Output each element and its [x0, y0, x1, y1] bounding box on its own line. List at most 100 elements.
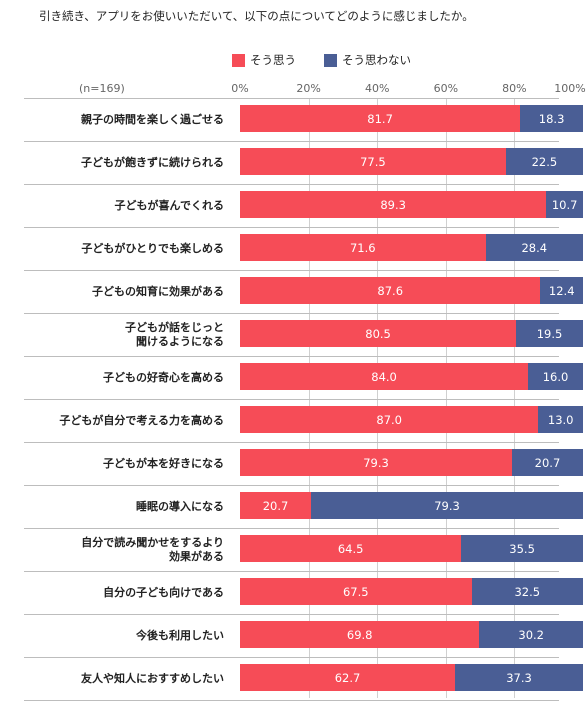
legend-label-agree: そう思う — [250, 53, 296, 67]
category-label: 友人や知人におすすめしたい — [81, 671, 224, 685]
bar-row: 子どもが話をじっと 聞けるようになる 80.5 19.5 — [24, 313, 583, 356]
bar-row: 自分で読み聞かせをするより 効果がある 64.5 35.5 — [24, 528, 583, 571]
data-label: 69.8 — [346, 627, 373, 642]
row-divider — [24, 399, 559, 400]
row-divider — [24, 485, 559, 486]
bar-segment-agree: 62.7 — [240, 664, 456, 691]
bar-segment-agree: 79.3 — [240, 449, 512, 476]
row-divider — [24, 184, 559, 185]
category-label: 親子の時間を楽しく過ごせる — [81, 112, 224, 126]
sample-size-label: (n=169) — [79, 82, 125, 95]
category-label: 子どもが話をじっと 聞けるようになる — [125, 320, 224, 348]
bar-row: 子どもが飽きずに続けられる 77.5 22.5 — [24, 141, 583, 184]
data-label: 37.3 — [506, 670, 532, 685]
bar-segment-agree: 80.5 — [240, 320, 517, 347]
legend: そう思う そう思わない — [232, 52, 411, 68]
data-label: 30.2 — [518, 627, 544, 642]
bar-segment-agree: 64.5 — [240, 535, 462, 562]
bar-segment-agree: 71.6 — [240, 234, 486, 261]
bar-segment-disagree: 13.0 — [538, 406, 583, 433]
bar-segment-disagree: 30.2 — [479, 621, 583, 648]
bar-row: 睡眠の導入になる 20.7 79.3 — [24, 485, 583, 528]
bar-segment-disagree: 35.5 — [461, 535, 583, 562]
category-label: 子どもの好奇心を高める — [103, 370, 224, 384]
plot-area: 親子の時間を楽しく過ごせる 81.7 18.3 子どもが飽きずに続けられる 77.5 22… — [24, 98, 583, 701]
row-divider — [24, 227, 559, 228]
gridline — [308, 98, 310, 698]
category-label: 睡眠の導入になる — [136, 499, 224, 513]
data-label: 80.5 — [365, 326, 391, 341]
data-label: 32.5 — [514, 584, 541, 599]
data-label: 87.0 — [376, 412, 402, 427]
legend-item-disagree: そう思わない — [324, 52, 411, 68]
legend-label-disagree: そう思わない — [342, 53, 411, 67]
data-label: 77.5 — [360, 154, 386, 169]
row-divider — [24, 98, 559, 99]
bar-segment-disagree: 19.5 — [516, 320, 583, 347]
data-label: 18.3 — [538, 111, 565, 126]
data-label: 13.0 — [547, 412, 574, 427]
data-label: 10.7 — [551, 197, 578, 212]
bar-segment-disagree: 10.7 — [546, 191, 583, 218]
data-label: 20.7 — [262, 498, 289, 513]
gridline — [514, 98, 516, 698]
chart-title: 引き続き、アプリをお使いいただいて、以下の点についてどのように感じましたか。 — [39, 9, 474, 23]
bar-row: 自分の子ども向けである 67.5 32.5 — [24, 571, 583, 614]
row-divider — [24, 657, 559, 658]
category-label: 子どもが飽きずに続けられる — [81, 155, 224, 169]
data-label: 12.4 — [548, 283, 575, 298]
legend-swatch-disagree — [324, 53, 337, 67]
category-label: 自分の子ども向けである — [103, 585, 224, 599]
bar-row: 子どもの知育に効果がある 87.6 12.4 — [24, 270, 583, 313]
data-label: 79.3 — [363, 455, 389, 470]
bar-segment-disagree: 28.4 — [485, 234, 583, 261]
bar-row: 子どもが喜んでくれる 89.3 10.7 — [24, 184, 583, 227]
bar-segment-disagree: 18.3 — [520, 105, 583, 132]
bar-segment-agree: 87.6 — [240, 277, 541, 304]
bar-segment-disagree: 79.3 — [311, 492, 583, 519]
bar-segment-agree: 67.5 — [240, 578, 472, 605]
x-tick-label: 100% — [554, 82, 586, 95]
bar-segment-agree: 81.7 — [240, 105, 521, 132]
data-label: 71.6 — [349, 240, 376, 255]
x-tick-label: 60% — [433, 82, 459, 95]
data-label: 89.3 — [380, 197, 406, 212]
bar-row: 子どもがひとりでも楽しめる 71.6 28.4 — [24, 227, 583, 270]
bar-segment-disagree: 20.7 — [511, 449, 583, 476]
data-label: 67.5 — [342, 584, 369, 599]
gridline — [377, 98, 379, 698]
data-label: 22.5 — [531, 154, 558, 169]
data-label: 64.5 — [337, 541, 364, 556]
gridline — [445, 98, 447, 698]
legend-item-agree: そう思う — [232, 52, 296, 68]
x-tick-label: 40% — [364, 82, 390, 95]
category-label: 子どもが喜んでくれる — [114, 198, 224, 212]
bar-row: 今後も利用したい 69.8 30.2 — [24, 614, 583, 657]
row-divider — [24, 700, 559, 701]
bar-row: 子どもの好奇心を高める 84.0 16.0 — [24, 356, 583, 399]
data-label: 35.5 — [509, 541, 535, 556]
row-divider — [24, 571, 559, 572]
bar-segment-disagree: 16.0 — [528, 363, 583, 390]
bar-segment-disagree: 37.3 — [455, 664, 583, 691]
bar-row: 親子の時間を楽しく過ごせる 81.7 18.3 — [24, 98, 583, 141]
bar-segment-disagree: 32.5 — [471, 578, 583, 605]
bar-segment-disagree: 22.5 — [505, 148, 583, 175]
category-label: 子どもが自分で考える力を高める — [59, 413, 224, 427]
data-label: 87.6 — [377, 283, 404, 298]
bar-segment-disagree: 12.4 — [540, 277, 583, 304]
category-label: 今後も利用したい — [136, 628, 224, 642]
x-tick-label: 20% — [296, 82, 321, 95]
bar-row: 子どもが本を好きになる 79.3 20.7 — [24, 442, 583, 485]
legend-swatch-agree — [232, 53, 245, 67]
x-tick-label: 0% — [231, 82, 249, 95]
row-divider — [24, 442, 559, 443]
category-label: 自分で読み聞かせをするより 効果がある — [81, 535, 224, 563]
row-divider — [24, 141, 559, 142]
bar-segment-agree: 69.8 — [240, 621, 480, 648]
bar-row: 友人や知人におすすめしたい 62.7 37.3 — [24, 657, 583, 700]
bar-segment-agree: 20.7 — [240, 492, 311, 519]
row-divider — [24, 356, 559, 357]
data-label: 79.3 — [434, 498, 460, 513]
